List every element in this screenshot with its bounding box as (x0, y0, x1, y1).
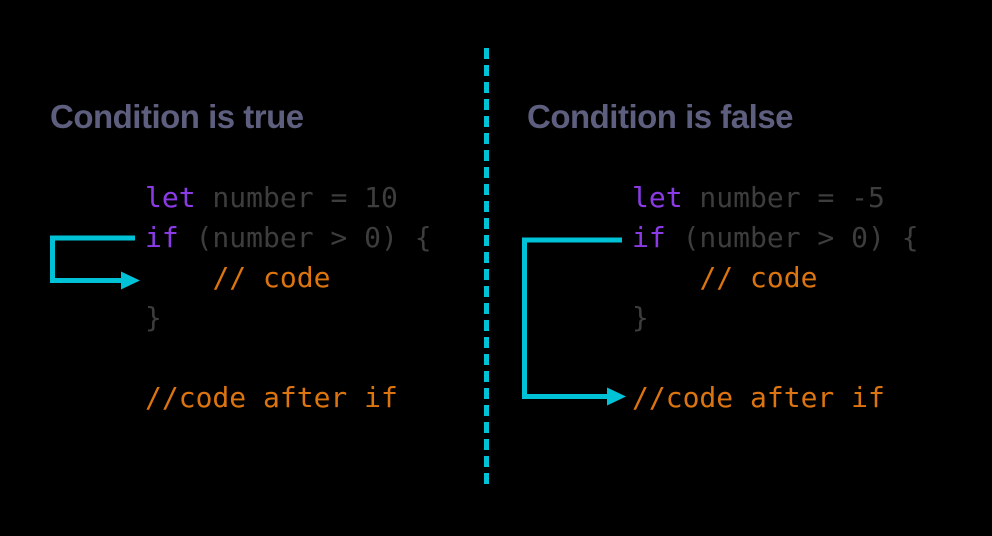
true-branch-arrow-path (50, 235, 135, 283)
false-branch-arrow-path (522, 237, 622, 399)
code-token-plain: } (632, 301, 649, 334)
code-line: if (number > 0) { (632, 218, 919, 258)
code-token-keyword: let (632, 181, 683, 214)
code-token-comment: //code after if (145, 381, 398, 414)
code-token-comment: // code (699, 261, 818, 294)
panel-title-condition-false: Condition is false (527, 98, 794, 135)
true-branch-arrowhead-icon (121, 271, 140, 290)
code-block-condition-false: let number = -5 if (number > 0) { // code… (632, 178, 919, 418)
code-line: //code after if (632, 378, 919, 418)
code-token-plain: number = 10 (195, 181, 398, 214)
code-token-comment: // code (212, 261, 331, 294)
code-token-plain (632, 261, 699, 294)
code-line: } (145, 298, 432, 338)
code-line (145, 338, 432, 378)
code-token-plain: number = -5 (682, 181, 885, 214)
code-token-keyword: if (632, 221, 666, 254)
code-token-plain: } (145, 301, 162, 334)
false-branch-flow-arrow (522, 237, 626, 406)
panel-title-condition-true: Condition is true (50, 98, 304, 135)
code-line (632, 338, 919, 378)
code-token-plain: (number > 0) { (178, 221, 432, 254)
code-token-plain: (number > 0) { (665, 221, 919, 254)
code-line: let number = -5 (632, 178, 919, 218)
code-block-condition-true: let number = 10 if (number > 0) { // code… (145, 178, 432, 418)
code-token-plain (145, 261, 212, 294)
code-line: // code (632, 258, 919, 298)
code-token-comment: //code after if (632, 381, 885, 414)
code-line: let number = 10 (145, 178, 432, 218)
code-line: } (632, 298, 919, 338)
false-branch-arrowhead-icon (607, 387, 626, 406)
code-line: if (number > 0) { (145, 218, 432, 258)
code-token-keyword: if (145, 221, 179, 254)
code-token-keyword: let (145, 181, 196, 214)
true-branch-flow-arrow (50, 235, 140, 290)
code-line: //code after if (145, 378, 432, 418)
code-line: // code (145, 258, 432, 298)
